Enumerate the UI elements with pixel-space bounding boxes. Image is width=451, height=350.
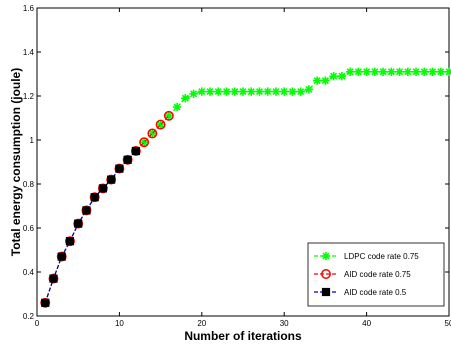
data-point-square <box>107 175 116 184</box>
legend-item: AID code rate 0.75 <box>314 269 411 279</box>
x-tick-label: 0 <box>35 319 40 328</box>
data-point-circle <box>56 251 67 262</box>
y-axis-title: Total energy consumption (joule) <box>9 68 23 256</box>
data-point-asterisk <box>404 68 412 76</box>
data-point-asterisk <box>428 68 437 76</box>
series-3 <box>41 146 140 307</box>
y-tick-label: 0.6 <box>23 224 35 233</box>
y-axis-ticks: 0.2 0.4 0.6 0.8 1 1.2 1.4 1.6 <box>23 4 449 321</box>
data-point-asterisk <box>330 72 338 80</box>
data-point-asterisk <box>198 88 206 96</box>
data-point-circle <box>97 183 108 194</box>
y-tick-label: 1.2 <box>23 92 35 101</box>
data-point-square <box>131 146 140 156</box>
data-point-square <box>115 164 124 173</box>
data-point-asterisk <box>313 77 321 85</box>
data-point-asterisk <box>305 85 313 93</box>
data-point-asterisk <box>173 103 181 111</box>
data-point-square <box>57 252 66 261</box>
legend-item: LDPC code rate 0.75 <box>314 251 419 261</box>
y-tick-label: 1.4 <box>23 48 35 57</box>
y-tick-label: 0.2 <box>23 312 35 321</box>
data-point-asterisk <box>371 68 379 76</box>
y-tick-label: 1 <box>30 136 35 145</box>
data-point-circle <box>155 119 166 130</box>
data-point-asterisk <box>420 68 428 76</box>
x-axis-title: Number of iterations <box>184 329 302 343</box>
data-point-asterisk <box>321 77 329 85</box>
data-point-square <box>90 193 99 202</box>
data-point-asterisk <box>239 88 247 96</box>
data-point-asterisk <box>272 88 280 96</box>
x-axis-ticks: 0 10 20 30 40 50 <box>35 8 451 328</box>
data-point-asterisk <box>190 90 198 98</box>
legend-label: AID code rate 0.5 <box>344 288 407 297</box>
data-point-square <box>41 298 50 307</box>
data-point-asterisk <box>437 68 445 76</box>
data-point-circle <box>114 163 125 174</box>
data-point-square <box>49 274 58 283</box>
y-tick-label: 1.6 <box>23 4 35 13</box>
data-point-asterisk <box>338 72 346 80</box>
legend-marker-circle <box>321 269 331 279</box>
data-point-asterisk <box>206 88 214 96</box>
x-tick-label: 40 <box>362 319 371 328</box>
y-tick-label: 0.8 <box>23 180 35 189</box>
data-point-asterisk <box>214 88 222 96</box>
data-point-asterisk <box>412 68 420 76</box>
series-layer <box>40 67 451 308</box>
legend-marker-asterisk <box>322 252 330 260</box>
data-point-asterisk <box>379 68 387 76</box>
data-point-circle <box>139 137 150 148</box>
data-point-square <box>123 155 132 164</box>
x-tick-label: 10 <box>115 319 124 328</box>
legend-label: AID code rate 0.75 <box>344 270 411 279</box>
data-point-asterisk <box>255 88 264 96</box>
data-point-asterisk <box>280 88 288 96</box>
legend-label: LDPC code rate 0.75 <box>344 252 419 261</box>
data-point-asterisk <box>222 88 231 96</box>
data-point-asterisk <box>297 88 305 96</box>
x-tick-label: 20 <box>197 319 206 328</box>
legend-marker-square <box>321 287 331 297</box>
data-point-circle <box>147 128 158 139</box>
data-point-square <box>82 206 91 215</box>
data-point-asterisk <box>363 68 371 76</box>
data-point-asterisk <box>354 68 362 76</box>
data-point-asterisk <box>396 68 404 76</box>
x-tick-label: 50 <box>445 319 451 328</box>
data-point-square <box>65 237 75 246</box>
data-point-circle <box>48 273 59 284</box>
data-point-square <box>74 219 83 228</box>
data-point-asterisk <box>231 88 239 96</box>
data-point-circle <box>73 218 84 229</box>
x-tick-label: 30 <box>280 319 289 328</box>
data-point-circle <box>106 174 117 185</box>
data-point-asterisk <box>264 88 272 96</box>
data-point-asterisk <box>181 94 189 102</box>
y-tick-label: 0.4 <box>23 268 35 277</box>
legend: LDPC code rate 0.75 AID code rate 0.75 AID… <box>307 242 445 307</box>
legend-item: AID code rate 0.5 <box>314 287 407 297</box>
data-point-circle <box>81 205 92 216</box>
data-point-circle <box>40 297 51 308</box>
data-point-asterisk <box>288 88 296 96</box>
data-point-circle <box>130 146 141 156</box>
data-point-asterisk <box>387 68 395 76</box>
data-point-circle <box>122 154 133 165</box>
data-point-circle <box>89 192 100 203</box>
data-point-square <box>98 184 108 193</box>
data-point-circle <box>65 236 75 247</box>
data-point-circle <box>163 110 174 121</box>
data-point-asterisk <box>247 88 255 96</box>
data-point-asterisk <box>346 68 354 76</box>
